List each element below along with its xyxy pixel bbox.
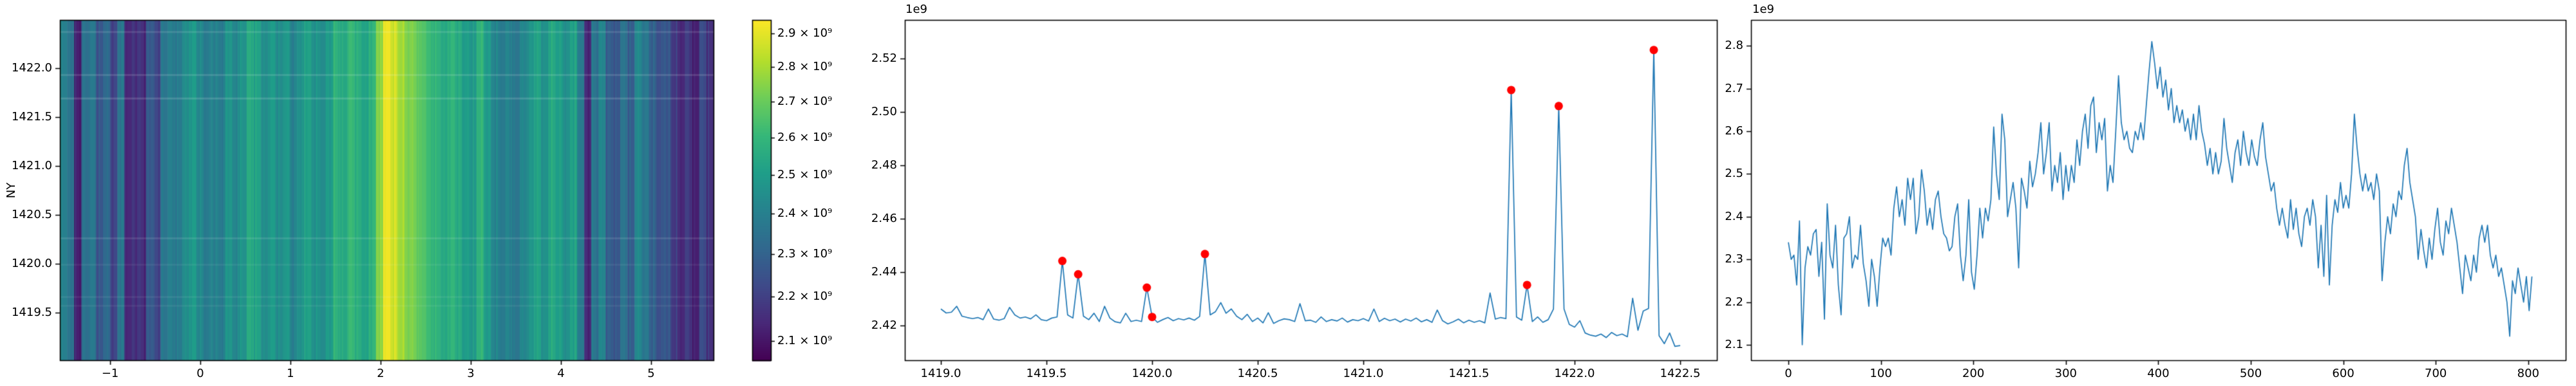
- colorbar-tick-label: 2.4 × 10⁹: [777, 207, 833, 221]
- drift-panel: [1751, 20, 2566, 360]
- x-tick-label: 400: [2147, 367, 2170, 380]
- colorbar-tick-label: 2.2 × 10⁹: [777, 290, 833, 304]
- x-tick-label: 0: [1785, 367, 1792, 380]
- y-tick-label: 2.6: [1725, 124, 1743, 138]
- colorbar-tick-label: 2.8 × 10⁹: [777, 59, 833, 73]
- peaks-offset-label: 1e9: [905, 3, 927, 16]
- y-tick-label: 1420.0: [12, 257, 52, 270]
- y-tick-label: 2.42: [871, 318, 897, 332]
- y-tick-label: 1419.5: [12, 306, 52, 319]
- x-tick-label: 700: [2425, 367, 2447, 380]
- x-tick-label: 3: [467, 367, 475, 380]
- y-tick-label: 2.52: [871, 51, 897, 65]
- y-tick-label: 2.8: [1725, 39, 1743, 53]
- y-tick-label: 2.48: [871, 158, 897, 172]
- x-tick-label: 1421.5: [1448, 367, 1490, 380]
- colorbar-tick-label: 2.6 × 10⁹: [777, 130, 833, 144]
- x-tick-label: 500: [2239, 367, 2262, 380]
- peaks-panel: [905, 20, 1717, 360]
- drift-offset-label: 1e9: [1752, 3, 1774, 16]
- y-tick-label: 2.1: [1725, 338, 1743, 351]
- heatmap-panel: [60, 20, 771, 360]
- colorbar-tick-label: 2.5 × 10⁹: [777, 167, 833, 181]
- x-tick-label: 1420.5: [1237, 367, 1278, 380]
- x-tick-label: 1419.0: [920, 367, 961, 380]
- x-tick-label: 300: [2054, 367, 2077, 380]
- x-tick-label: 200: [1962, 367, 1985, 380]
- y-tick-label: 2.46: [871, 212, 897, 225]
- x-tick-label: 1420.0: [1132, 367, 1173, 380]
- y-tick-label: 1421.5: [12, 110, 52, 124]
- x-tick-label: 1422.5: [1660, 367, 1701, 380]
- x-tick-label: 5: [647, 367, 655, 380]
- x-tick-label: 0: [196, 367, 204, 380]
- y-tick-label: 2.4: [1725, 209, 1743, 223]
- y-tick-label: 2.7: [1725, 81, 1743, 95]
- y-tick-label: 2.2: [1725, 295, 1743, 309]
- y-tick-label: 1421.0: [12, 159, 52, 172]
- heatmap-y-axis-title: NY: [5, 182, 18, 199]
- y-tick-label: 1420.5: [12, 208, 52, 221]
- y-tick-label: 2.5: [1725, 167, 1743, 181]
- y-tick-label: 2.3: [1725, 252, 1743, 266]
- y-tick-label: 1422.0: [12, 61, 52, 75]
- colorbar-tick-label: 2.9 × 10⁹: [777, 26, 833, 40]
- x-tick-label: 1: [287, 367, 294, 380]
- x-tick-label: 800: [2517, 367, 2539, 380]
- colorbar-tick-label: 2.1 × 10⁹: [777, 334, 833, 348]
- colorbar-tick-label: 2.7 × 10⁹: [777, 94, 833, 108]
- y-tick-label: 2.44: [871, 265, 897, 279]
- x-tick-label: 1419.5: [1026, 367, 1067, 380]
- colorbar-tick-label: 2.3 × 10⁹: [777, 247, 833, 261]
- x-tick-label: 100: [1870, 367, 1892, 380]
- x-tick-label: 600: [2332, 367, 2354, 380]
- x-tick-label: 4: [557, 367, 565, 380]
- x-tick-label: 1421.0: [1343, 367, 1384, 380]
- x-tick-label: 2: [377, 367, 384, 380]
- x-tick-label: −1: [101, 367, 119, 380]
- x-tick-label: 1422.0: [1554, 367, 1595, 380]
- y-tick-label: 2.50: [871, 105, 897, 118]
